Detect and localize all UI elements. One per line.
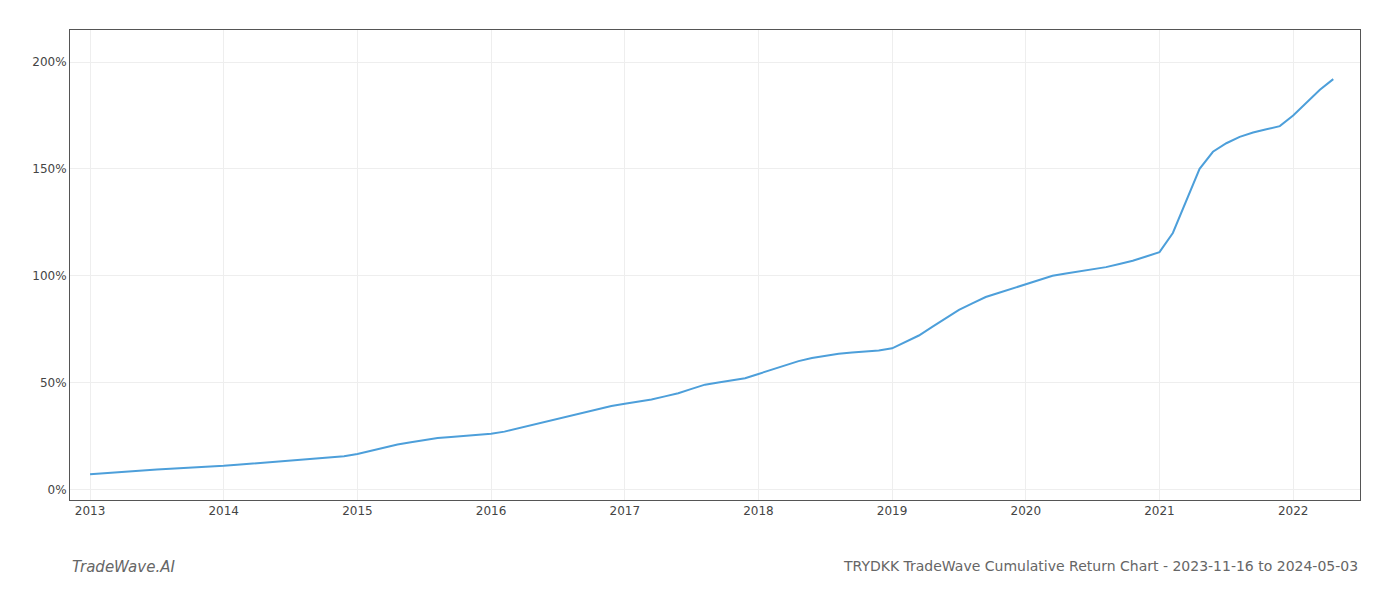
svg-text:200%: 200% (32, 55, 66, 69)
svg-text:50%: 50% (40, 376, 67, 390)
svg-text:2013: 2013 (75, 504, 106, 518)
svg-text:TradeWave.AI: TradeWave.AI (72, 558, 175, 576)
svg-text:TRYDKK TradeWave Cumulative Re: TRYDKK TradeWave Cumulative Return Chart… (843, 558, 1358, 574)
svg-text:0%: 0% (48, 483, 67, 497)
svg-text:2016: 2016 (476, 504, 507, 518)
svg-text:2018: 2018 (743, 504, 774, 518)
svg-text:2020: 2020 (1011, 504, 1042, 518)
svg-text:2017: 2017 (609, 504, 640, 518)
svg-text:100%: 100% (32, 269, 66, 283)
svg-text:2014: 2014 (208, 504, 239, 518)
svg-text:2015: 2015 (342, 504, 373, 518)
svg-text:2022: 2022 (1278, 504, 1309, 518)
svg-text:2021: 2021 (1144, 504, 1175, 518)
svg-text:2019: 2019 (877, 504, 908, 518)
svg-text:150%: 150% (32, 162, 66, 176)
